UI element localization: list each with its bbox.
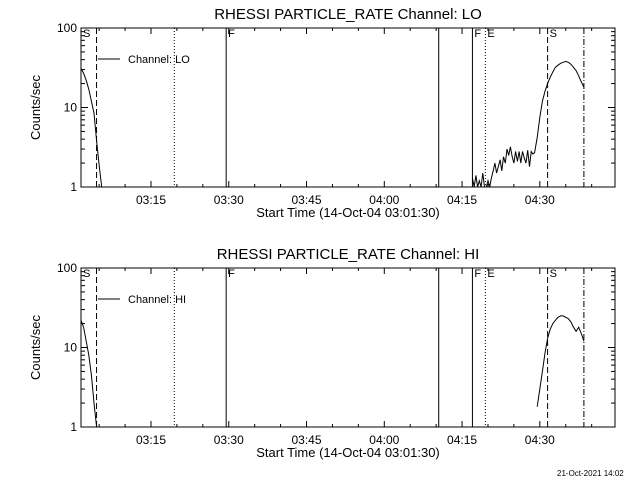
plot-frame xyxy=(80,27,616,188)
event-marker-label: E xyxy=(487,268,494,280)
y-tick-label: 100 xyxy=(57,21,77,35)
chart-title: RHESSI PARTICLE_RATE Channel: LO xyxy=(214,6,482,23)
series-line xyxy=(536,315,585,407)
x-tick-label: 03:15 xyxy=(136,193,166,207)
x-tick-label: 04:15 xyxy=(447,433,477,447)
event-marker-label: S xyxy=(550,268,557,280)
y-axis-label: Counts/sec xyxy=(28,314,43,380)
x-tick-label: 03:30 xyxy=(214,433,244,447)
x-tick-label: 04:30 xyxy=(525,193,555,207)
chart-title: RHESSI PARTICLE_RATE Channel: HI xyxy=(217,246,480,263)
y-tick-label: 10 xyxy=(64,341,78,355)
x-tick-label: 04:30 xyxy=(525,433,555,447)
y-tick-label: 1 xyxy=(70,180,77,194)
y-axis-label: Counts/sec xyxy=(28,74,43,140)
y-tick-label: 1 xyxy=(70,420,77,434)
y-tick-label: 100 xyxy=(57,261,77,275)
footer-timestamp: 21-Oct-2021 14:02 xyxy=(557,469,624,478)
x-tick-label: 03:15 xyxy=(136,433,166,447)
x-tick-label: 03:30 xyxy=(214,193,244,207)
series-line xyxy=(80,68,103,188)
x-tick-label: 04:00 xyxy=(369,433,399,447)
event-marker-label: F xyxy=(228,268,235,280)
event-marker-label: E xyxy=(487,28,494,40)
event-marker-label: S xyxy=(83,268,90,280)
x-axis-label: Start Time (14-Oct-04 03:01:30) xyxy=(256,205,440,220)
x-tick-label: 03:45 xyxy=(292,193,322,207)
event-marker-label: S xyxy=(83,28,90,40)
y-tick-label: 10 xyxy=(64,101,78,115)
series-line xyxy=(471,60,585,188)
series-line xyxy=(80,320,98,428)
event-marker-label: F xyxy=(474,28,481,40)
event-marker-label: S xyxy=(550,28,557,40)
legend-entry: Channel: HI xyxy=(128,294,186,306)
event-marker-label: F xyxy=(228,28,235,40)
chart-panel-lo: RHESSI PARTICLE_RATE Channel: LO 03:15 03:… xyxy=(28,6,616,220)
plot-frame xyxy=(80,267,616,428)
legend-entry: Channel: LO xyxy=(128,54,190,66)
x-tick-label: 04:15 xyxy=(447,193,477,207)
x-tick-label: 03:45 xyxy=(292,433,322,447)
chart-panel-hi: RHESSI PARTICLE_RATE Channel: HI 03:15 03:… xyxy=(28,246,616,460)
x-axis-label: Start Time (14-Oct-04 03:01:30) xyxy=(256,445,440,460)
event-marker-label: F xyxy=(474,268,481,280)
x-tick-label: 04:00 xyxy=(369,193,399,207)
